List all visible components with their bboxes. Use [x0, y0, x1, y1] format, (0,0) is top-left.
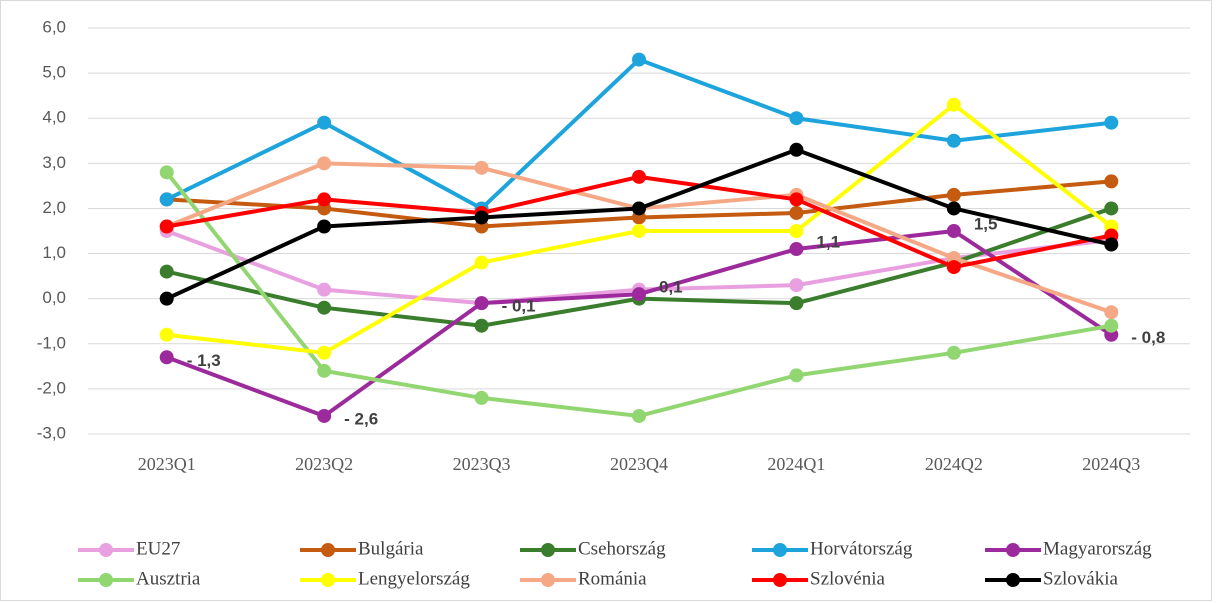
legend-label: Lengyelország [358, 568, 470, 589]
point [789, 224, 804, 238]
point [317, 363, 332, 378]
point [946, 224, 961, 238]
point [632, 169, 646, 184]
point [159, 219, 174, 234]
point [789, 205, 804, 220]
data-label: - 0,8 [1131, 328, 1165, 347]
legend-label: Szlovákia [1043, 568, 1118, 589]
point [1104, 201, 1119, 216]
x-tick-label: 2024Q1 [767, 454, 825, 474]
point [474, 160, 489, 175]
data-label: - 2,6 [344, 409, 378, 428]
legend-label: Szlovénia [810, 568, 885, 589]
point [1104, 305, 1119, 320]
point [632, 224, 646, 238]
point [632, 408, 646, 423]
point [632, 287, 646, 302]
legend-marker [321, 573, 335, 587]
y-tick-label: 0,0 [42, 288, 66, 307]
legend-label: Bulgária [358, 538, 424, 559]
point [317, 192, 332, 207]
legend-label: EU27 [136, 538, 180, 559]
point [1104, 318, 1119, 333]
y-tick-label: 5,0 [42, 63, 66, 82]
legend-marker [541, 573, 555, 587]
point [317, 219, 332, 234]
point [159, 350, 174, 365]
legend-label: Horvátország [810, 538, 913, 559]
point [317, 156, 332, 171]
point [474, 210, 489, 225]
data-label: - 1,3 [187, 351, 221, 370]
point [789, 142, 804, 157]
point [159, 291, 174, 306]
point [946, 201, 961, 216]
data-label: 1,5 [974, 214, 998, 233]
y-tick-label: -1,0 [37, 333, 66, 352]
point [317, 300, 332, 315]
point [474, 255, 489, 270]
legend-label: Csehország [578, 538, 666, 559]
point [159, 165, 174, 180]
x-tick-label: 2023Q3 [453, 454, 511, 474]
x-tick-label: 2024Q3 [1082, 454, 1140, 474]
legend-label: Magyarország [1043, 538, 1152, 559]
point [789, 242, 804, 257]
point [474, 390, 489, 405]
legend-marker [321, 543, 335, 557]
point [632, 52, 646, 67]
legend-label: Románia [578, 568, 647, 589]
point [946, 97, 961, 112]
legend-label: Ausztria [136, 568, 201, 589]
point [789, 192, 804, 207]
x-tick-label: 2023Q2 [295, 454, 353, 474]
y-tick-label: 1,0 [42, 243, 66, 262]
point [1104, 174, 1119, 189]
y-tick-label: 2,0 [42, 198, 66, 217]
data-label: - 0,1 [502, 297, 536, 316]
y-tick-label: 6,0 [42, 17, 66, 36]
point [317, 115, 332, 130]
legend-marker [99, 573, 113, 587]
point [159, 192, 174, 207]
data-label: 0,1 [659, 278, 683, 297]
point [1104, 115, 1119, 130]
legend-marker [1006, 573, 1020, 587]
point [789, 296, 804, 311]
point [159, 264, 174, 279]
x-tick-label: 2023Q4 [610, 454, 668, 474]
legend-marker [1006, 543, 1020, 557]
legend-marker [773, 543, 787, 557]
legend-marker [541, 543, 555, 557]
point [946, 260, 961, 275]
point [789, 278, 804, 293]
point [474, 296, 489, 311]
x-tick-label: 2024Q2 [925, 454, 983, 474]
y-tick-label: 4,0 [42, 108, 66, 127]
data-label: 1,1 [816, 233, 840, 252]
point [946, 187, 961, 202]
point [946, 133, 961, 148]
point [317, 408, 332, 423]
point [1104, 237, 1119, 252]
legend-marker [99, 543, 113, 557]
point [789, 368, 804, 383]
y-tick-label: -3,0 [37, 423, 66, 442]
point [159, 327, 174, 342]
point [317, 282, 332, 297]
x-tick-label: 2023Q1 [138, 454, 196, 474]
y-tick-label: -2,0 [37, 378, 66, 397]
y-tick-label: 3,0 [42, 153, 66, 172]
point [632, 201, 646, 216]
point [317, 345, 332, 360]
point [789, 111, 804, 126]
legend-marker [773, 573, 787, 587]
point [946, 345, 961, 360]
point [474, 318, 489, 333]
